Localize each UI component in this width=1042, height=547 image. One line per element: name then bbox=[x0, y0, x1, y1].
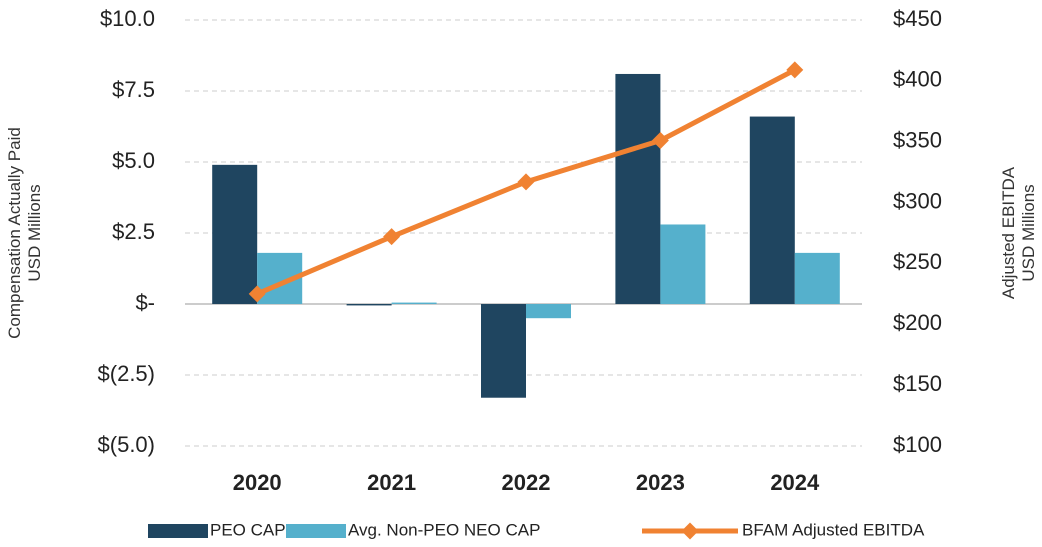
y2-axis-title-line: Adjusted EBITDA bbox=[999, 166, 1018, 299]
y2-tick-label: $350 bbox=[893, 128, 942, 153]
y-tick-label: $(5.0) bbox=[98, 432, 155, 457]
y2-tick-label: $150 bbox=[893, 371, 942, 396]
y2-tick-label: $250 bbox=[893, 249, 942, 274]
y2-tick-label: $450 bbox=[893, 6, 942, 31]
y-tick-label: $10.0 bbox=[100, 6, 155, 31]
bar bbox=[526, 304, 571, 319]
legend-swatch bbox=[681, 522, 699, 540]
bar bbox=[615, 73, 661, 305]
bar bbox=[481, 304, 526, 398]
legend-swatch bbox=[286, 524, 346, 538]
bar bbox=[794, 252, 840, 304]
line-marker bbox=[651, 132, 669, 149]
x-tick-label: 2020 bbox=[233, 470, 282, 495]
bar bbox=[212, 164, 258, 304]
y2-axis-title: Adjusted EBITDAUSD Millions bbox=[999, 166, 1038, 299]
bar bbox=[391, 302, 437, 304]
y-tick-label: $7.5 bbox=[112, 77, 155, 102]
bar bbox=[346, 304, 392, 306]
y2-tick-label: $300 bbox=[893, 188, 942, 213]
line-marker bbox=[248, 285, 266, 303]
y2-tick-label: $200 bbox=[893, 310, 942, 335]
y-tick-label: $(2.5) bbox=[98, 361, 155, 386]
legend-label: Avg. Non-PEO NEO CAP bbox=[348, 520, 540, 539]
y2-axis-title-line: USD Millions bbox=[1019, 184, 1038, 281]
line-marker bbox=[517, 173, 535, 191]
y-tick-label: $2.5 bbox=[112, 219, 155, 244]
y-axis-title-line: Compensation Actually Paid bbox=[5, 127, 24, 339]
bar bbox=[660, 224, 706, 304]
x-tick-label: 2023 bbox=[636, 470, 685, 495]
bar bbox=[749, 116, 795, 304]
y2-tick-label: $100 bbox=[893, 432, 942, 457]
y-tick-label: $- bbox=[135, 290, 155, 315]
line-marker bbox=[786, 61, 804, 79]
x-tick-label: 2021 bbox=[367, 470, 416, 495]
legend-label: PEO CAP bbox=[210, 520, 286, 539]
legend-swatch bbox=[148, 524, 208, 538]
legend-label: BFAM Adjusted EBITDA bbox=[742, 520, 925, 539]
x-tick-label: 2022 bbox=[502, 470, 551, 495]
y-axis-title: Compensation Actually PaidUSD Millions bbox=[5, 127, 44, 339]
line-marker bbox=[383, 228, 401, 246]
y-tick-label: $5.0 bbox=[112, 148, 155, 173]
x-tick-label: 2024 bbox=[770, 470, 820, 495]
y2-tick-label: $400 bbox=[893, 67, 942, 92]
y-axis-title-line: USD Millions bbox=[25, 184, 44, 281]
